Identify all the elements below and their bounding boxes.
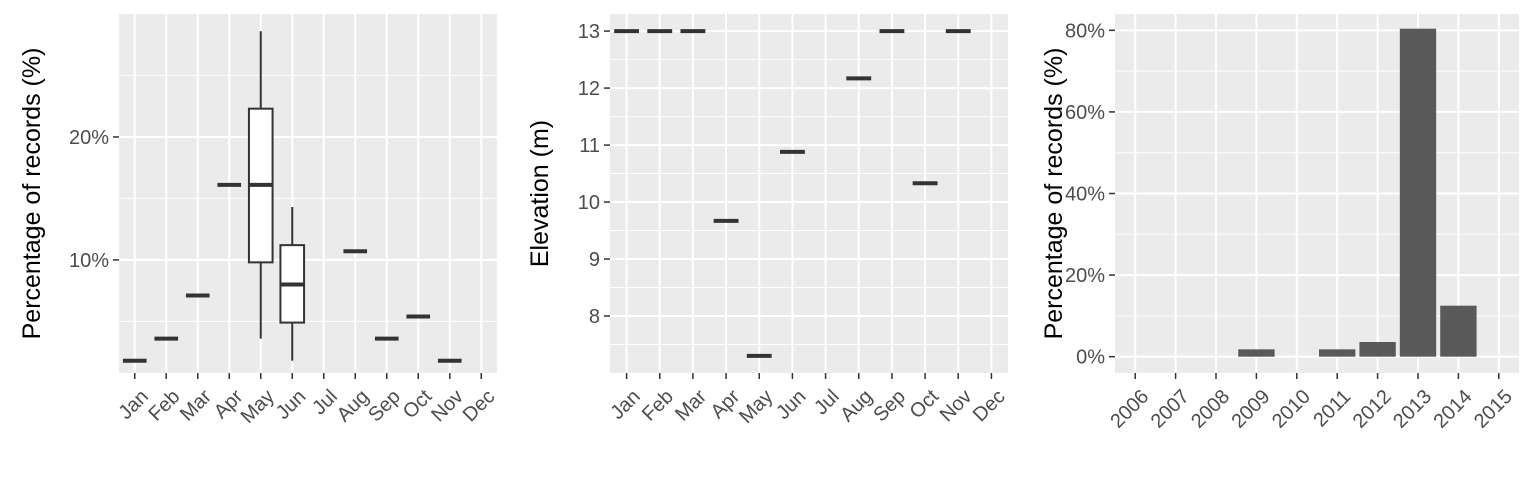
x-tick-label: 2014 — [1430, 386, 1477, 433]
x-tick-label: Nov — [427, 386, 468, 427]
x-tick-label: Oct — [399, 385, 437, 423]
x-tick-label: Sep — [364, 386, 405, 427]
y-tick-label: 60% — [1065, 102, 1105, 124]
y-tick-label: 8 — [589, 306, 600, 328]
x-tick-label: Mar — [176, 385, 216, 425]
x-tick-label: Oct — [906, 385, 944, 423]
y-axis-title: Elevation (m) — [526, 120, 554, 267]
x-tick-label: Feb — [144, 386, 184, 426]
x-tick-label: 2013 — [1389, 386, 1436, 433]
x-tick-label: 2007 — [1147, 386, 1194, 433]
y-tick-label: 10% — [69, 250, 109, 272]
x-tick-label: May — [735, 386, 777, 428]
bar-2009 — [1238, 349, 1275, 357]
y-tick-label: 20% — [69, 127, 109, 149]
x-tick-label: 2006 — [1106, 386, 1153, 433]
x-tick-label: Nov — [936, 386, 977, 427]
chart-panel-1: 10%20%JanFebMarAprMayJunJulAugSepOctNovD… — [18, 14, 499, 428]
bar-2013 — [1399, 28, 1437, 357]
x-tick-label: 2010 — [1268, 386, 1315, 433]
y-tick-label: 13 — [578, 21, 600, 43]
x-tick-label: 2009 — [1228, 386, 1275, 433]
x-tick-label: Aug — [836, 386, 877, 427]
y-tick-label: 80% — [1065, 20, 1105, 42]
x-tick-label: Feb — [638, 386, 678, 426]
x-tick-label: Jan — [606, 386, 644, 424]
x-tick-label: 2008 — [1187, 386, 1234, 433]
bar-2012 — [1359, 341, 1396, 357]
x-tick-label: Jun — [272, 386, 310, 424]
x-tick-label: Jan — [115, 386, 153, 424]
x-tick-label: Sep — [869, 386, 910, 427]
y-tick-label: 10 — [578, 192, 600, 214]
y-axis-title: Percentage of records (%) — [18, 48, 46, 340]
y-tick-label: 9 — [589, 249, 600, 271]
x-tick-label: 2015 — [1470, 386, 1517, 433]
chart-panel-3: 0%20%40%60%80%20062007200820092010201120… — [1040, 14, 1519, 433]
y-tick-label: 40% — [1065, 184, 1105, 206]
x-tick-label: Jun — [772, 386, 810, 424]
box-jun — [279, 207, 306, 361]
y-tick-label: 12 — [578, 78, 600, 100]
panel-background — [610, 14, 1008, 373]
x-tick-label: Aug — [333, 386, 374, 427]
x-tick-label: 2012 — [1349, 386, 1396, 433]
y-tick-label: 11 — [579, 135, 600, 157]
y-axis-title: Percentage of records (%) — [1040, 48, 1068, 340]
x-tick-label: Apr — [707, 385, 745, 423]
panel-background — [119, 14, 497, 373]
x-tick-label: 2011 — [1309, 386, 1355, 432]
bar-2011 — [1319, 349, 1356, 357]
y-tick-label: 0% — [1076, 347, 1105, 369]
x-tick-label: Mar — [671, 385, 711, 425]
box-may — [247, 31, 274, 339]
y-tick-label: 20% — [1065, 265, 1105, 287]
bar-2014 — [1440, 305, 1477, 357]
x-tick-label: Dec — [969, 386, 1010, 427]
x-tick-label: Dec — [459, 386, 500, 427]
